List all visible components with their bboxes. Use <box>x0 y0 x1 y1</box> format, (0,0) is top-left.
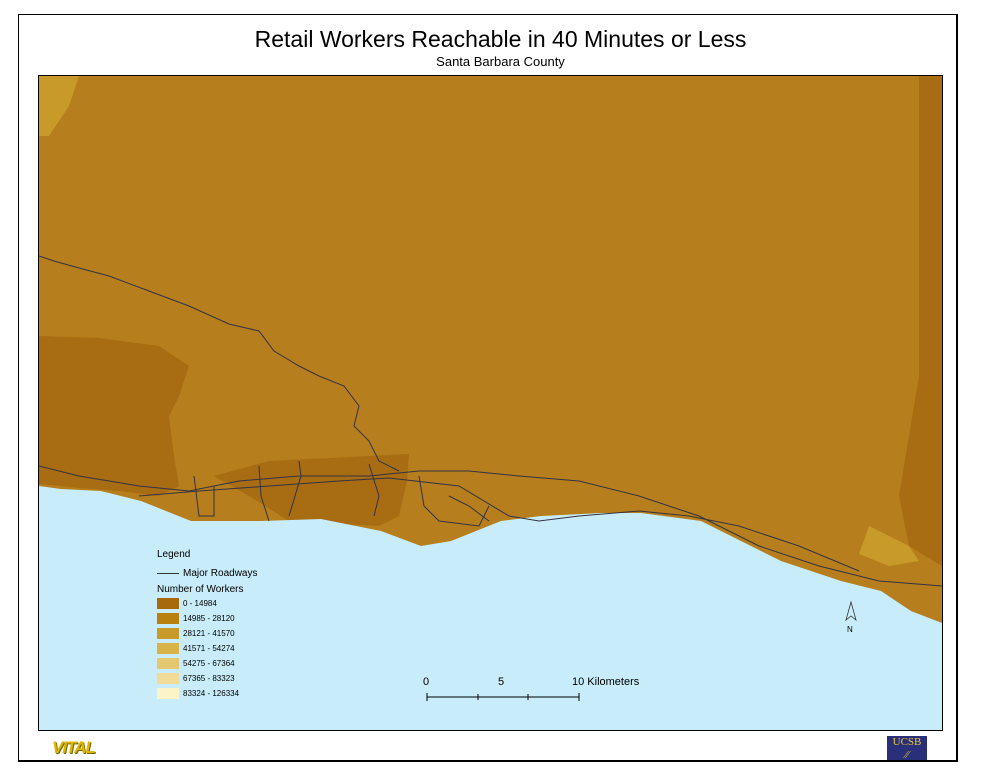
legend-swatch <box>157 643 179 654</box>
road-grid1 <box>193 475 215 517</box>
legend-roads-label: Major Roadways <box>183 568 258 579</box>
road-mountain <box>39 255 400 472</box>
legend-classes-heading: Number of Workers <box>157 584 244 595</box>
map-subtitle: Santa Barbara County <box>436 54 565 69</box>
land-dark-west <box>39 336 189 496</box>
legend-class-label: 0 - 14984 <box>183 599 217 608</box>
road-coastal <box>39 465 942 587</box>
legend-heading: Legend <box>157 549 191 560</box>
scale-label-10: 10 Kilometers <box>572 676 640 688</box>
legend-swatch <box>157 658 179 669</box>
ocean <box>39 486 942 730</box>
legend-swatch <box>157 598 179 609</box>
land-dark-east <box>899 76 942 566</box>
north-arrow-icon <box>845 600 857 622</box>
road-grid6 <box>448 495 490 522</box>
legend-class-item: 28121 - 41570 <box>157 626 257 641</box>
legend: Legend Major Roadways Number of Workers … <box>157 549 257 701</box>
legend-class-label: 14985 - 28120 <box>183 614 235 623</box>
legend-class-item: 54275 - 67364 <box>157 656 257 671</box>
road-grid2 <box>258 465 270 522</box>
vital-logo: VITAL <box>52 738 96 757</box>
land-dark-east2 <box>859 526 919 566</box>
road-line-swatch <box>157 573 179 574</box>
legend-class-label: 54275 - 67364 <box>183 659 235 668</box>
legend-class-item: 14985 - 28120 <box>157 611 257 626</box>
legend-class-label: 28121 - 41570 <box>183 629 235 638</box>
road-grid4 <box>368 463 380 517</box>
legend-swatch <box>157 688 179 699</box>
legend-class-item: 67365 - 83323 <box>157 671 257 686</box>
land-dark-city <box>214 454 409 526</box>
map-title: Retail Workers Reachable in 40 Minutes o… <box>254 26 747 52</box>
map-canvas <box>38 75 943 731</box>
scale-label-0: 0 <box>423 676 430 688</box>
road-grid3 <box>288 460 302 517</box>
legend-class-item: 83324 - 126334 <box>157 686 257 701</box>
major-roadways <box>39 255 942 587</box>
scale-bar-graphic <box>426 693 580 701</box>
legend-class-label: 41571 - 54274 <box>183 644 235 653</box>
legend-class-item: 0 - 14984 <box>157 596 257 611</box>
legend-class-label: 67365 - 83323 <box>183 674 235 683</box>
map-frame <box>18 14 958 762</box>
north-label: N <box>847 625 853 634</box>
ucsb-logo: UCSB ⁄⁄ <box>887 736 927 761</box>
scale-label-5: 5 <box>498 676 505 688</box>
legend-class-item: 41571 - 54274 <box>157 641 257 656</box>
legend-swatch <box>157 628 179 639</box>
road-101 <box>138 477 860 572</box>
land-light-nw <box>39 76 79 136</box>
legend-class-label: 83324 - 126334 <box>183 689 240 698</box>
legend-swatch <box>157 613 179 624</box>
legend-swatch <box>157 673 179 684</box>
road-grid5 <box>418 475 490 527</box>
